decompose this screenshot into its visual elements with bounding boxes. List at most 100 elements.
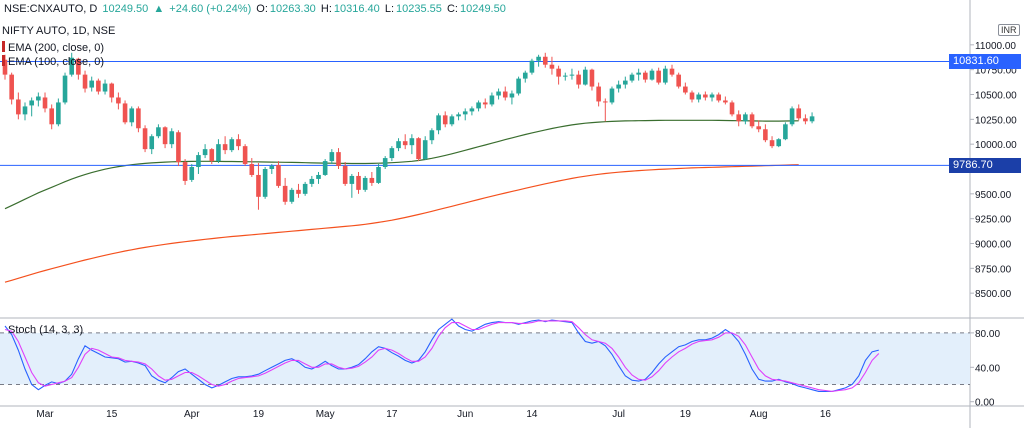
stoch-tick-label: 0.00 (975, 398, 995, 409)
candles[interactable] (2, 52, 815, 210)
candle-up (436, 115, 441, 131)
candle-down (369, 177, 375, 183)
candle-down (182, 162, 188, 181)
candle-up (509, 93, 515, 98)
candle-up (743, 114, 748, 122)
candle-up (469, 108, 475, 112)
candle-down (796, 108, 802, 119)
candle-down (109, 83, 115, 98)
symbol-label[interactable]: NSE:CNXAUTO, D (4, 3, 98, 15)
candle-down (142, 128, 148, 150)
legend-ema200[interactable]: EMA (200, close, 0) (2, 41, 104, 54)
time-tick-label: May (316, 409, 335, 420)
candle-up (229, 139, 235, 151)
candle-up (302, 183, 308, 194)
candle-down (763, 129, 768, 141)
price-tag-resistance: 10831.60 (949, 54, 1021, 70)
time-tick-label: 14 (526, 409, 538, 420)
close-value: 10249.50 (102, 3, 149, 15)
currency-badge[interactable]: INR (998, 24, 1020, 36)
candle-up (349, 175, 355, 184)
time-tick-label: 15 (106, 409, 118, 420)
candle-down (502, 91, 508, 98)
candle-down (356, 175, 361, 190)
legend-ema100[interactable]: EMA (100, close, 0) (2, 55, 104, 68)
high-value: 10316.40 (333, 3, 380, 15)
candle-up (409, 138, 415, 146)
candle-up (129, 108, 135, 123)
candle-down (442, 115, 448, 125)
candle-down (736, 114, 741, 122)
candle-down (336, 152, 341, 167)
candle-down (116, 97, 121, 104)
candle-down (76, 58, 81, 75)
candle-down (716, 94, 721, 101)
time-tick-label: 19 (253, 409, 265, 420)
price-axis: 11000.00 10750.00 10500.00 10250.00 10000.00… (970, 41, 1017, 409)
price-tick-label: 8750.00 (975, 264, 1012, 275)
candle-up (696, 94, 701, 100)
candle-down (82, 74, 88, 89)
candle-up (623, 80, 628, 85)
ema200-line (4, 119, 799, 210)
time-tick-label: Jul (612, 409, 625, 420)
candle-up (609, 88, 615, 103)
candle-up (389, 148, 395, 159)
candle-up (456, 114, 461, 117)
candle-up (783, 124, 788, 140)
candle-down (402, 141, 408, 146)
stoch-tick-label: 40.00 (975, 363, 1000, 374)
candle-up (582, 69, 588, 85)
candle-down (416, 138, 421, 160)
candle-down (669, 68, 675, 75)
price-tick-label: 9000.00 (975, 240, 1012, 251)
candle-down (42, 97, 48, 109)
ema-lines (4, 119, 799, 283)
candle-down (556, 68, 561, 77)
candle-up (269, 166, 275, 169)
high-label: H: (320, 3, 332, 15)
candle-down (703, 94, 708, 98)
candle-up (449, 116, 455, 125)
candle-down (803, 118, 808, 122)
candle-up (316, 174, 321, 179)
candle-up (89, 80, 95, 88)
candle-down (769, 140, 775, 147)
candle-up (536, 56, 541, 61)
candle-up (429, 130, 435, 141)
time-tick-label: 16 (820, 409, 832, 420)
low-value: 10235.55 (396, 3, 442, 15)
candle-up (476, 102, 481, 109)
candle-up (202, 149, 208, 156)
candle-down (643, 72, 648, 80)
candle-up (649, 70, 655, 80)
close-label: C: (446, 3, 458, 15)
candle-up (569, 74, 575, 76)
candle-up (489, 95, 495, 105)
close-ohlc-value: 10249.50 (459, 3, 506, 15)
candle-down (683, 86, 688, 93)
candle-up (376, 167, 381, 183)
time-tick-label: Mar (36, 409, 54, 420)
open-value: 10263.30 (269, 3, 316, 15)
time-tick-label: 17 (386, 409, 398, 420)
ema100-swatch-icon (2, 55, 5, 66)
price-tick-label: 8500.00 (975, 289, 1012, 300)
candle-down (282, 185, 288, 202)
candle-up (616, 84, 621, 89)
ema100-label: EMA (100, close, 0) (8, 56, 104, 68)
price-tag-support: 9786.70 (949, 157, 1021, 173)
candle-up (102, 83, 108, 92)
candle-down (756, 126, 762, 130)
candle-up (322, 161, 328, 175)
stoch-tick-label: 80.00 (975, 329, 1000, 340)
candle-down (689, 92, 695, 100)
candle-down (656, 70, 661, 83)
candle-up (522, 72, 528, 79)
candle-up (562, 75, 568, 77)
candle-down (49, 108, 54, 125)
ema100-line (4, 164, 799, 283)
candle-up (362, 177, 368, 190)
candle-down (596, 86, 601, 102)
candle-down (96, 80, 101, 92)
